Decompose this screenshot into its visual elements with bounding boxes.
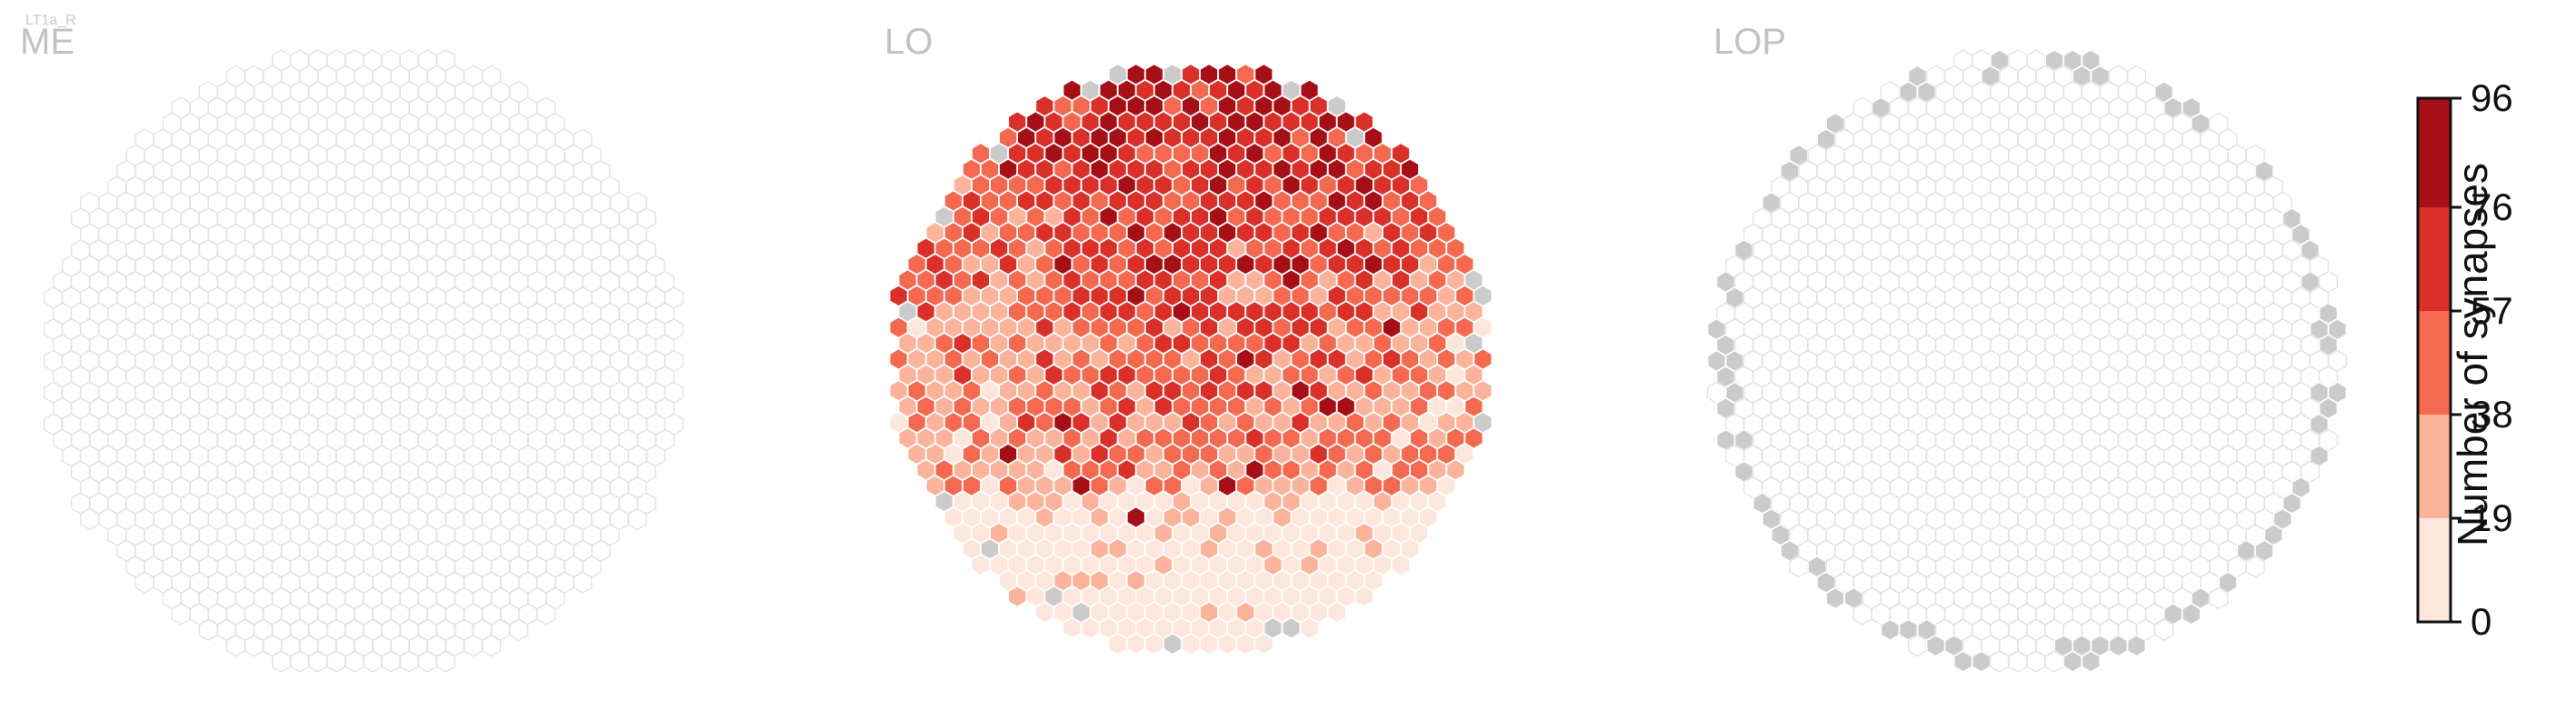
hex-cell <box>2126 634 2147 657</box>
colorbar-tick-label: 19 <box>2471 496 2513 539</box>
hex-cell <box>1181 632 1201 656</box>
colorbar-tick-label: 38 <box>2471 393 2513 436</box>
hex-cell <box>1925 634 1946 657</box>
hex-cell <box>509 618 529 641</box>
hex-cell <box>381 650 401 673</box>
hex-cell <box>464 635 484 657</box>
hex-cell <box>244 635 264 657</box>
colorbar-tick-label: 0 <box>2471 600 2492 643</box>
hex-cell <box>2154 618 2174 641</box>
hex-cell <box>1253 632 1273 656</box>
hex-cell <box>326 650 346 673</box>
panel-lo-hex-grid <box>888 63 1493 656</box>
hex-cell <box>1300 616 1320 640</box>
colorbar <box>2416 96 2461 624</box>
hex-cell <box>1907 635 1927 657</box>
figure-top-label: LT1a_R <box>25 13 76 28</box>
hex-cell <box>1108 632 1128 656</box>
hex-cell <box>135 571 155 594</box>
colorbar-segment <box>2418 207 2451 311</box>
hex-cell <box>344 650 364 673</box>
hex-cell <box>1062 616 1082 640</box>
hex-cell <box>2026 650 2046 673</box>
hex-cell <box>2182 603 2202 626</box>
panel-lop-hex-grid <box>1706 49 2348 673</box>
colorbar-segment <box>2418 311 2451 415</box>
hex-cell <box>1007 585 1027 608</box>
colorbar-frame <box>2416 96 2452 624</box>
hex-cell <box>2245 556 2265 578</box>
hex-cell <box>2081 650 2101 673</box>
hex-cell <box>80 507 100 531</box>
hex-cell <box>1080 616 1101 640</box>
colorbar-segment <box>2418 415 2451 518</box>
hex-cell <box>627 507 647 531</box>
hex-cell <box>1199 632 1219 656</box>
hex-cell <box>290 650 310 673</box>
hex-cell <box>435 650 455 673</box>
hex-cell <box>1163 632 1183 656</box>
colorbar-tick-label: 76 <box>2471 185 2513 228</box>
hex-cell <box>1217 632 1237 656</box>
colorbar-tick-label: 57 <box>2471 289 2513 332</box>
hex-cell <box>399 650 419 673</box>
hex-cell <box>536 603 556 626</box>
hex-cell <box>1852 603 1872 626</box>
hex-cell <box>2209 586 2229 610</box>
panel-label-me: ME <box>20 22 75 62</box>
panel-label-lop: LOP <box>1713 22 1787 62</box>
colorbar-tick-label: 96 <box>2471 76 2513 119</box>
hex-cell <box>1144 632 1164 656</box>
panel-label-lo: LO <box>884 22 934 62</box>
hex-cell <box>308 650 328 673</box>
hex-cell <box>2044 650 2064 673</box>
hex-cell <box>198 618 218 641</box>
hex-cell <box>1126 632 1146 656</box>
hex-cell <box>363 650 383 673</box>
hex-cell <box>417 650 437 673</box>
hex-cell <box>272 650 292 673</box>
hex-cell <box>1391 553 1411 576</box>
hex-cell <box>1953 650 1973 673</box>
colorbar-segment <box>2418 98 2451 207</box>
colorbar-segment <box>2418 518 2451 622</box>
hex-cell <box>2062 650 2082 673</box>
hex-cell <box>573 571 593 594</box>
hex-cell <box>1281 616 1302 640</box>
hex-cell <box>1972 650 1992 673</box>
hex-cell <box>1034 601 1054 624</box>
hex-cell <box>971 553 991 576</box>
hex-cell <box>2008 650 2028 673</box>
hex-cell <box>1880 618 1900 642</box>
hex-cell <box>1990 650 2010 673</box>
hex-cell <box>1235 632 1255 656</box>
hex-cell <box>1327 601 1347 624</box>
hex-cell <box>225 635 245 657</box>
hex-cell <box>1354 585 1374 608</box>
hex-cell <box>2108 634 2129 657</box>
hex-cell <box>482 635 502 657</box>
hex-cell <box>1825 586 1845 610</box>
hex-cell <box>1789 556 1809 578</box>
panel-me-hex-grid <box>43 49 684 673</box>
hex-cell <box>171 603 191 626</box>
